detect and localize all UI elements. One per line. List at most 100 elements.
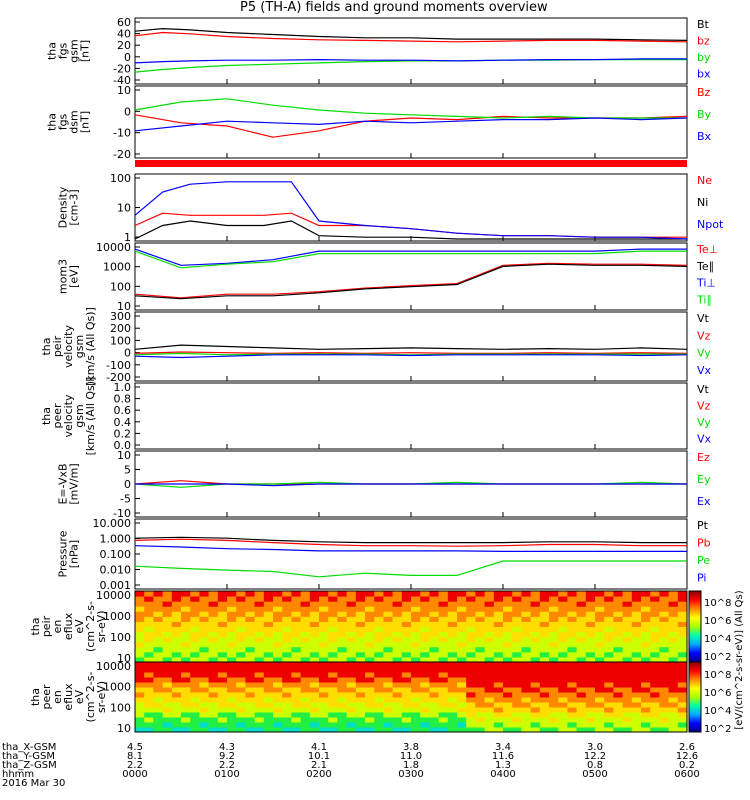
spectrogram-cell bbox=[171, 651, 182, 658]
y-axis-label: [cm-3] bbox=[68, 189, 81, 225]
spectrogram-cell bbox=[420, 636, 430, 643]
spectrogram-cell bbox=[254, 662, 265, 668]
spectrogram-cell bbox=[227, 717, 237, 723]
spectrogram-cell bbox=[392, 636, 403, 643]
spectrogram-cell bbox=[282, 687, 292, 693]
spectrogram-cell bbox=[438, 722, 449, 728]
spectrogram-cell bbox=[668, 687, 679, 693]
spectrogram-cell bbox=[677, 601, 688, 607]
spectrogram-cell bbox=[558, 611, 568, 617]
series-line bbox=[134, 536, 687, 544]
spectrogram-cell bbox=[171, 611, 182, 617]
spectrogram-cell bbox=[484, 692, 495, 698]
spectrogram-cell bbox=[558, 631, 568, 638]
spectrogram-cell bbox=[199, 727, 210, 733]
spectrogram-cell bbox=[291, 667, 302, 673]
spectrogram-cell bbox=[677, 646, 688, 653]
spectrogram-cell bbox=[411, 616, 421, 622]
spectrogram-cell bbox=[392, 697, 403, 703]
x-tick-label: 12.2 bbox=[584, 751, 606, 762]
spectrogram-cell bbox=[558, 621, 568, 627]
spectrogram-cell bbox=[420, 722, 430, 728]
spectrogram-cell bbox=[677, 667, 688, 673]
spectrogram-cell bbox=[337, 707, 348, 713]
spectrogram-cell bbox=[227, 631, 237, 638]
spectrogram-cell bbox=[613, 626, 624, 633]
spectrogram-cell bbox=[595, 697, 605, 703]
spectrogram-cell bbox=[576, 616, 587, 622]
spectrogram-cell bbox=[263, 601, 274, 607]
spectrogram-cell bbox=[208, 692, 219, 698]
spectrogram-cell bbox=[530, 601, 541, 607]
spectrogram-cell bbox=[227, 687, 237, 693]
spectrogram-cell bbox=[457, 651, 467, 658]
spectrogram-cell bbox=[355, 601, 366, 607]
y-tick-label: -10 bbox=[113, 127, 131, 140]
spectrogram-cell bbox=[475, 667, 486, 673]
spectrogram-cell bbox=[365, 651, 375, 658]
spectrogram-cell bbox=[558, 712, 568, 718]
spectrogram-cell bbox=[245, 656, 256, 663]
spectrogram-cell bbox=[365, 677, 375, 683]
series-line bbox=[134, 58, 687, 64]
spectrogram-cell bbox=[585, 667, 596, 673]
spectrogram-cell bbox=[355, 712, 366, 718]
spectrogram-cell bbox=[236, 601, 246, 607]
spectrogram-cell bbox=[493, 672, 504, 678]
spectrogram-cell bbox=[447, 656, 458, 663]
spectrogram-cell bbox=[641, 667, 651, 673]
spectrogram-cell bbox=[199, 707, 210, 713]
spectrogram-cell bbox=[484, 717, 495, 723]
spectrogram-cell bbox=[447, 631, 458, 638]
spectrogram-cell bbox=[420, 631, 430, 638]
spectrogram-cell bbox=[355, 646, 366, 653]
spectrogram-cell bbox=[438, 641, 449, 648]
spectrogram-cell bbox=[512, 626, 522, 633]
spectrogram-cell bbox=[217, 722, 228, 728]
spectrogram-cell bbox=[199, 682, 210, 688]
spectrogram-cell bbox=[309, 646, 320, 653]
spectrogram-cell bbox=[208, 672, 219, 678]
spectrogram-cell bbox=[282, 656, 292, 663]
x-axis-row-label: tha_Z-GSM bbox=[2, 760, 57, 771]
spectrogram-cell bbox=[374, 702, 384, 708]
spectrogram-cell bbox=[181, 697, 191, 703]
spectrogram-cell bbox=[650, 682, 660, 688]
y-axis-label: en bbox=[51, 620, 64, 634]
spectrogram-cell bbox=[346, 707, 357, 713]
spectrogram-cell bbox=[309, 712, 320, 718]
spectrogram-cell bbox=[539, 606, 550, 612]
spectrogram-cell bbox=[677, 687, 688, 693]
spectrogram-cell bbox=[291, 606, 302, 612]
spectrogram-cell bbox=[420, 702, 430, 708]
spectrogram-cell bbox=[447, 646, 458, 653]
spectrogram-cell bbox=[309, 591, 320, 597]
legend-label: Ti⊥ bbox=[696, 277, 716, 290]
spectrogram-cell bbox=[539, 641, 550, 648]
spectrogram-cell bbox=[631, 656, 642, 663]
spectrogram-cell bbox=[337, 641, 348, 648]
spectrogram-cell bbox=[227, 697, 237, 703]
spectrogram-cell bbox=[512, 611, 522, 617]
spectrogram-cell bbox=[273, 662, 283, 668]
spectrogram-cell bbox=[254, 636, 265, 643]
y-tick-label: 100 bbox=[110, 701, 131, 714]
spectrogram-cell bbox=[199, 606, 210, 612]
spectrogram-cell bbox=[668, 717, 679, 723]
spectrogram-cell bbox=[539, 626, 550, 633]
spectrogram-cell bbox=[263, 662, 274, 668]
spectrogram-cell bbox=[135, 641, 145, 648]
spectrogram-cell bbox=[383, 722, 394, 728]
spectrogram-cell bbox=[319, 727, 329, 733]
spectrogram-cell bbox=[355, 727, 366, 733]
spectrogram-cell bbox=[401, 651, 412, 658]
spectrogram-cell bbox=[438, 611, 449, 617]
spectrogram-cell bbox=[631, 687, 642, 693]
spectrogram-cell bbox=[153, 677, 164, 683]
series-line bbox=[134, 117, 688, 132]
spectrogram-cell bbox=[227, 646, 237, 653]
spectrogram-cell bbox=[263, 707, 274, 713]
spectrogram-cell bbox=[162, 636, 173, 643]
spectrogram-cell bbox=[217, 697, 228, 703]
spectrogram-cell bbox=[190, 596, 200, 602]
